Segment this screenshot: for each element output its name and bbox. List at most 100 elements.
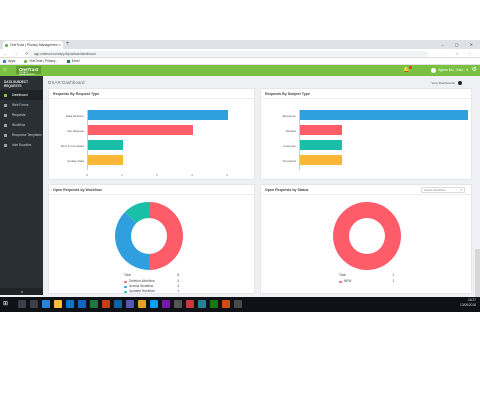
bar-data-deletion[interactable]: [88, 110, 228, 120]
new-tab-button[interactable]: +: [66, 41, 70, 47]
legend-label: Updated Workflow: [129, 289, 155, 293]
user-menu[interactable]: Agnes Mo - Karl... ▾: [431, 65, 468, 76]
app-header: ⌂ OneTrust PRIVACY MANAGEMENT 🔔 Agnes Mo…: [0, 65, 480, 76]
sidebar-item-response-templates[interactable]: Response Templates: [0, 130, 43, 140]
powerpoint-icon[interactable]: [102, 300, 110, 308]
browser-tab-strip: OneTrust | Privacy Managemen × + – ▢ ✕: [0, 40, 480, 49]
system-clock[interactable]: 16:27 13/06/2018: [460, 298, 476, 307]
legend-item[interactable]: NEW 1: [339, 279, 394, 284]
bar-info-request[interactable]: [88, 125, 193, 135]
task-view-icon[interactable]: [30, 300, 38, 308]
brand-sub: PRIVACY MANAGEMENT: [19, 72, 35, 76]
page-scrollbar[interactable]: [475, 249, 480, 309]
browser-menu-icons[interactable]: ☆ ⋮: [455, 51, 476, 56]
total-row: Total 8: [124, 273, 179, 277]
bounties-icon: [4, 143, 7, 147]
sidebar-item-label: Dashboard: [12, 93, 28, 97]
sidebar-item-label: Intel Bounties: [12, 143, 32, 147]
bookmarks-bar: Apps OneTrust | Privacy... Excel: [0, 58, 480, 65]
total-value: 8: [177, 273, 179, 277]
y-axis-line: [299, 110, 300, 170]
store-icon[interactable]: [66, 300, 74, 308]
brand-logo[interactable]: OneTrust PRIVACY MANAGEMENT: [16, 66, 42, 76]
sidebar-item-dashboard[interactable]: Dashboard: [0, 90, 43, 100]
onetrust-icon: [24, 59, 28, 63]
windows-start-icon[interactable]: ⊞: [3, 301, 9, 307]
card-open-requests-by-status: Open Requests by Status Select Workflow …: [260, 184, 472, 294]
legend-label: Deletion Workflow: [129, 279, 155, 283]
close-tab-icon[interactable]: ×: [58, 42, 61, 47]
teams-icon[interactable]: [126, 300, 134, 308]
web-forms-icon: [4, 103, 7, 107]
avatar: [431, 67, 437, 73]
legend-item[interactable]: Access Workflow 3: [124, 284, 179, 289]
search-icon[interactable]: [18, 300, 26, 308]
outlook-icon[interactable]: [114, 300, 122, 308]
excel-taskbar-icon[interactable]: [90, 300, 98, 308]
bookmark-apps[interactable]: Apps: [3, 59, 15, 63]
address-bar-row: ← → ⟳ app.onetrust.com/app/#/pia/dsar/da…: [0, 49, 480, 58]
onenote-icon[interactable]: [162, 300, 170, 308]
word-icon[interactable]: [78, 300, 86, 308]
bar-prospects[interactable]: [300, 155, 342, 165]
bar-customer[interactable]: [300, 140, 342, 150]
bookmark-excel[interactable]: Excel: [66, 59, 79, 63]
legend-label: NEW: [344, 279, 352, 283]
legend-item[interactable]: Updated Workflow 1: [124, 289, 179, 294]
workflow-select[interactable]: Select Workflow ▾: [421, 187, 465, 193]
user-name: Agnes Mo - Karl...: [438, 68, 466, 72]
sidebar-item-requests[interactable]: Requests: [0, 110, 43, 120]
home-icon[interactable]: ⌂: [3, 67, 7, 73]
browser-nav-buttons[interactable]: ← → ⟳: [3, 51, 32, 56]
browser-tab[interactable]: OneTrust | Privacy Managemen ×: [3, 41, 63, 49]
skype-icon[interactable]: [150, 300, 158, 308]
card-divider: [261, 194, 471, 195]
workflow-select-placeholder: Select Workflow: [424, 188, 446, 192]
bar-category-label: Info Request: [66, 128, 84, 133]
card-open-requests-by-workflow: Open Requests by Workflow Total 8 Deleti…: [48, 184, 255, 294]
sidebar-item-intel-bounties[interactable]: Intel Bounties: [0, 140, 43, 150]
sidebar-item-workflow[interactable]: Workflow: [0, 120, 43, 130]
brand-name: OneTrust: [19, 67, 39, 72]
view-dashboards-toggle[interactable]: View Dashboards: [432, 81, 462, 86]
legend-swatch: [124, 290, 127, 293]
chrome-icon[interactable]: [138, 300, 146, 308]
bar-student[interactable]: [300, 125, 342, 135]
bar-category-label: Prospects: [282, 158, 296, 163]
sidebar-item-web-forms[interactable]: Web Forms: [0, 100, 43, 110]
app5-taskbar-icon[interactable]: [234, 300, 242, 308]
donut-chart-workflow: [115, 202, 183, 270]
bar-category-label: Student: [285, 128, 296, 133]
edge-icon[interactable]: [42, 300, 50, 308]
bar-category-label: Data Deletion: [65, 113, 84, 118]
bar-employee[interactable]: [300, 110, 468, 120]
card-title: Open Requests by Workflow: [53, 188, 102, 192]
url-field[interactable]: app.onetrust.com/app/#/pia/dsar/dashboar…: [28, 50, 428, 57]
file-explorer-icon[interactable]: [54, 300, 62, 308]
bar-update-data[interactable]: [88, 155, 123, 165]
legend-item[interactable]: Deletion Workflow 4: [124, 279, 179, 284]
settings-taskbar-icon[interactable]: [174, 300, 182, 308]
onetrust-favicon-icon: [5, 43, 8, 47]
bar-rect-a-complaint[interactable]: [88, 140, 123, 150]
app3-taskbar-icon[interactable]: [210, 300, 218, 308]
gear-icon[interactable]: ⚙: [471, 67, 477, 73]
bookmark-onetrust[interactable]: OneTrust | Privacy...: [24, 59, 58, 63]
sidebar-collapse-button[interactable]: ◂: [0, 288, 43, 295]
app-taskbar-icon[interactable]: [186, 300, 194, 308]
bar-category-label: Employee: [282, 113, 296, 118]
card-requests-by-subject-type: Requests By Subject Type Employee Student…: [260, 88, 472, 180]
x-tick-label: 3: [191, 173, 193, 177]
sidebar: DATA SUBJECT REQUESTS Dashboard Web Form…: [0, 76, 43, 295]
card-title: Requests By Request Type: [53, 92, 100, 96]
y-axis-line: [87, 110, 88, 170]
app2-taskbar-icon[interactable]: [198, 300, 206, 308]
card-requests-by-request-type: Requests By Request Type Data Deletion In…: [48, 88, 255, 180]
card-title: Requests By Subject Type: [265, 92, 310, 96]
legend-swatch: [339, 280, 342, 283]
app4-taskbar-icon[interactable]: [222, 300, 230, 308]
notification-bell-icon[interactable]: 🔔: [403, 66, 412, 73]
window-controls[interactable]: – ▢ ✕: [441, 42, 478, 47]
clock-date: 13/06/2018: [460, 302, 476, 307]
legend-status: NEW 1: [339, 279, 394, 284]
